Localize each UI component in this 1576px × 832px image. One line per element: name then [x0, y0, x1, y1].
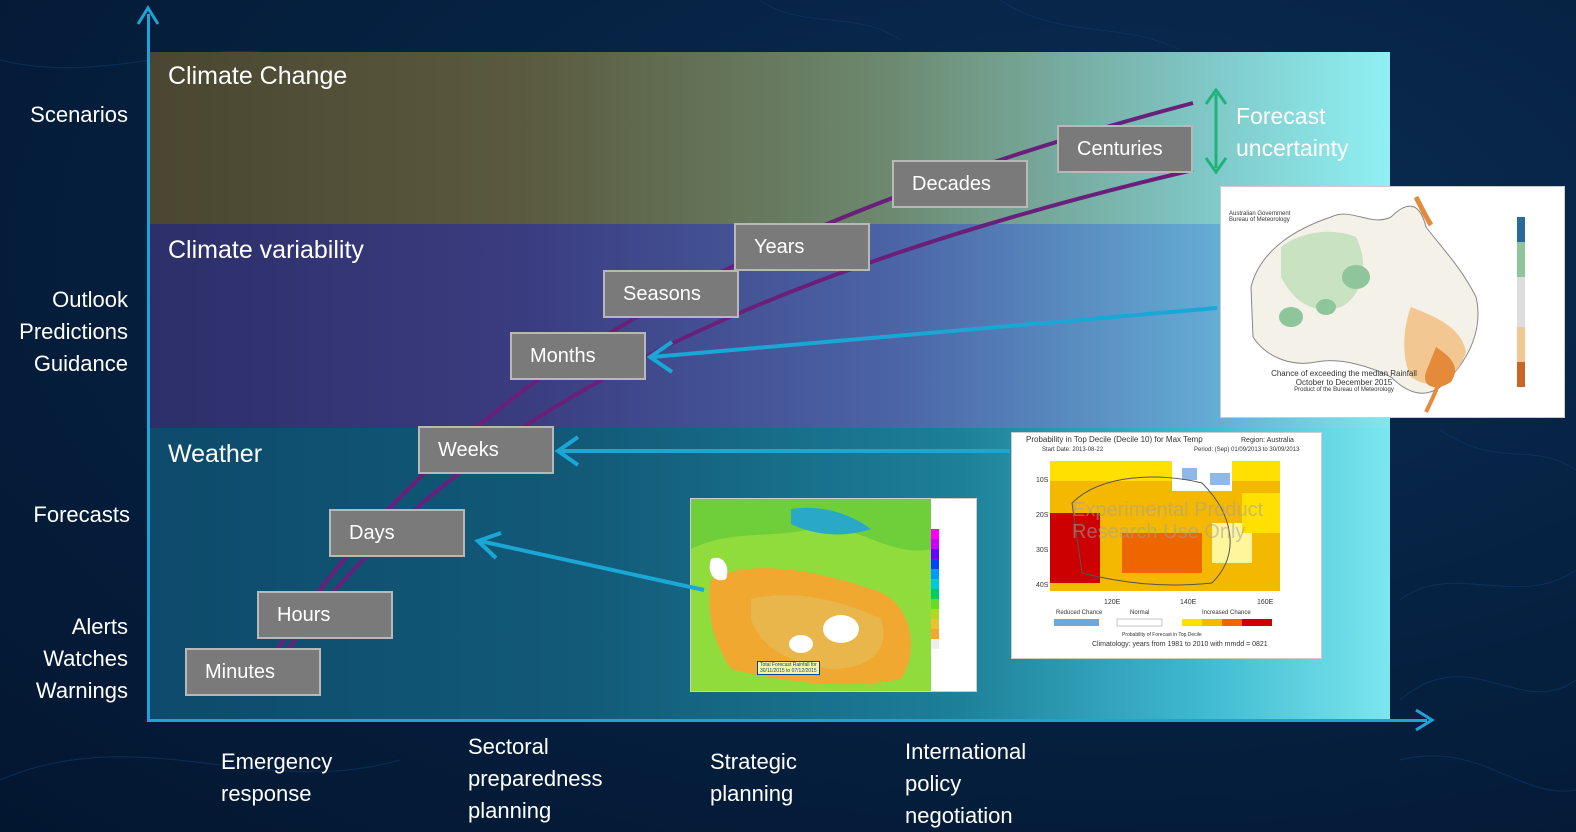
- lat-label: 10S: [1036, 477, 1049, 484]
- rainfall-outlook-map: Australian Government Bureau of Meteorol…: [1220, 186, 1565, 418]
- x-label-line: Emergency: [221, 749, 333, 774]
- arrow-head: [646, 340, 674, 374]
- timescale-minutes: Minutes: [185, 648, 321, 696]
- decile-climatology: Climatology: years from 1981 to 2010 wit…: [1092, 641, 1268, 648]
- arrow-head: [1204, 157, 1228, 175]
- rainfall-outlook-caption-line: October to December 2015: [1295, 378, 1393, 387]
- decile-forecast-map: Probability in Top Decile (Decile 10) fo…: [1011, 432, 1322, 659]
- arrow-outlook-to-months: [651, 306, 1218, 359]
- uncertainty-curve-lower: [270, 168, 1194, 674]
- x-label-line: response: [221, 781, 312, 806]
- y-label-warnings-line: Warnings: [35, 678, 128, 703]
- watermark-line: Experimental Product: [1072, 499, 1264, 521]
- decile-legend-reduced: Reduced Chance: [1056, 610, 1103, 616]
- rainfall-forecast-caption-line: Total Forecast Rainfall for: [760, 662, 817, 668]
- arrow-head: [554, 435, 580, 467]
- timescale-months: Months: [510, 332, 646, 380]
- timescale-weeks: Weeks: [418, 426, 554, 474]
- rainfall-outlook-caption: Chance of exceeding the median Rainfall …: [1249, 369, 1439, 393]
- forecast-uncertainty-label: Forecast uncertainty: [1236, 100, 1349, 164]
- timescale-centuries: Centuries: [1057, 125, 1193, 173]
- x-label-strategic-planning: Strategic planning: [710, 746, 797, 810]
- x-label-international-policy: International policy negotiation: [905, 736, 1026, 832]
- decile-legend-normal: Normal: [1130, 610, 1150, 616]
- y-label-forecasts: Forecasts: [33, 502, 130, 527]
- lon-label: 120E: [1104, 599, 1121, 606]
- y-label-alerts-line: Alerts: [71, 614, 128, 639]
- decile-map-region: Region: Australia: [1241, 437, 1294, 444]
- timescale-decades: Decades: [892, 160, 1028, 208]
- lon-label: 160E: [1257, 599, 1274, 606]
- lon-label: 140E: [1180, 599, 1197, 606]
- rainfall-forecast-map: Total Forecast Rainfall for 30/11/2015 t…: [690, 498, 977, 692]
- decile-legend-title: Probability of Forecast in Top Decile: [1122, 632, 1202, 638]
- decile-map-title: Probability in Top Decile (Decile 10) fo…: [1026, 435, 1203, 444]
- rainfall-outlook-header-line: Australian Government: [1229, 211, 1291, 217]
- rainfall-forecast-map-graphic: [691, 499, 976, 691]
- x-label-line: negotiation: [905, 803, 1013, 828]
- x-label-line: planning: [710, 781, 794, 806]
- decile-map-start-date: Start Date: 2013-08-22: [1042, 447, 1104, 453]
- uncertainty-curve-upper: [260, 101, 1194, 674]
- arrow-head: [1204, 87, 1228, 105]
- y-label-predictions-line: Predictions: [19, 319, 128, 344]
- x-label-line: International: [905, 739, 1027, 764]
- y-axis: [147, 14, 150, 722]
- y-label-alerts: Alerts Watches Warnings: [36, 611, 128, 707]
- band-title-climate-variability: Climate variability: [168, 236, 364, 264]
- lat-label: 30S: [1036, 547, 1049, 554]
- x-label-line: preparedness: [468, 766, 603, 791]
- rainfall-forecast-caption-line: 30/11/2015 to 07/12/2015: [760, 668, 817, 674]
- y-label-watches-line: Watches: [43, 646, 128, 671]
- x-label-line: planning: [468, 798, 552, 823]
- lat-label: 40S: [1036, 582, 1049, 589]
- lat-label: 20S: [1036, 512, 1049, 519]
- band-title-weather: Weather: [168, 440, 263, 468]
- rainfall-outlook-caption-line: Chance of exceeding the median Rainfall: [1271, 369, 1417, 378]
- arrow-head: [474, 531, 502, 560]
- decile-forecast-map-graphic: [1050, 461, 1280, 627]
- x-label-emergency-response: Emergency response: [221, 746, 332, 810]
- watermark-line: Research Use Only: [1072, 521, 1246, 543]
- rainfall-forecast-caption: Total Forecast Rainfall for 30/11/2015 t…: [757, 661, 820, 675]
- decile-legend-increased: Increased Chance: [1202, 610, 1251, 616]
- forecast-uncertainty-line: Forecast: [1236, 103, 1326, 129]
- y-label-outlook: Outlook Predictions Guidance: [19, 284, 128, 380]
- timescale-seasons: Seasons: [603, 270, 739, 318]
- arrow-rainfall-to-days: [479, 539, 705, 592]
- band-title-climate-change: Climate Change: [168, 62, 348, 90]
- rainfall-outlook-header-line: Bureau of Meteorology: [1229, 217, 1290, 223]
- decile-map-period: Period: (Sep) 01/09/2013 to 30/09/2013: [1194, 447, 1300, 453]
- x-label-line: policy: [905, 771, 962, 796]
- y-axis-arrowhead: [136, 5, 160, 25]
- x-label-sectoral-planning: Sectoral preparedness planning: [468, 731, 603, 827]
- decile-map-lat-labels: 10S 20S 30S 40S: [1036, 463, 1048, 603]
- forecast-uncertainty-line: uncertainty: [1236, 135, 1349, 161]
- y-label-guidance-line: Guidance: [33, 351, 128, 376]
- timescale-years: Years: [734, 223, 870, 271]
- timescale-days: Days: [329, 509, 465, 557]
- x-label-line: Strategic: [710, 749, 797, 774]
- x-axis: [147, 719, 1427, 722]
- rainfall-outlook-map-graphic: [1250, 195, 1525, 413]
- decile-map-watermark: Experimental Product Research Use Only: [1072, 499, 1263, 543]
- y-label-scenarios: Scenarios: [30, 102, 128, 127]
- rainfall-outlook-header: Australian Government Bureau of Meteorol…: [1229, 211, 1290, 223]
- timescale-hours: Hours: [257, 591, 393, 639]
- rainfall-outlook-subcaption: Product of the Bureau of Meteorology: [1294, 387, 1394, 393]
- y-label-outlook-line: Outlook: [52, 287, 128, 312]
- x-axis-arrowhead: [1415, 708, 1435, 732]
- x-label-line: Sectoral: [468, 734, 549, 759]
